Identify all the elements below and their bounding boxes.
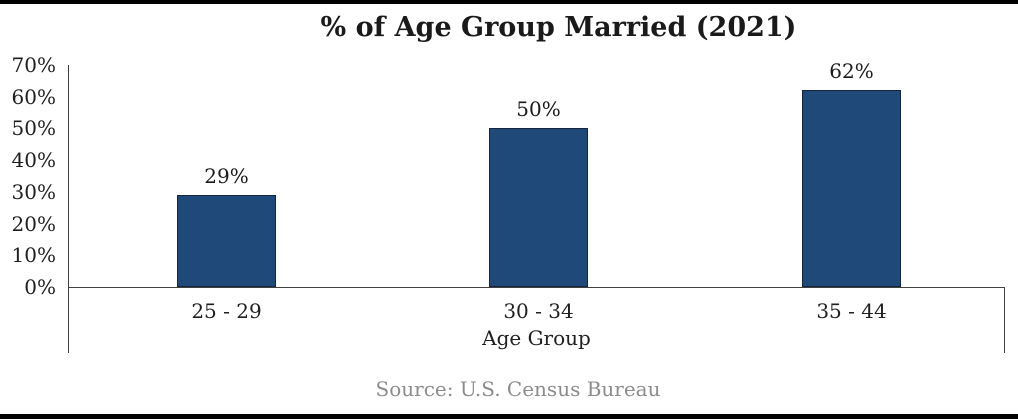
- y-tick-label: 10%: [11, 243, 56, 268]
- x-tick-label: 25 - 29: [191, 299, 262, 323]
- source-caption: Source: U.S. Census Bureau: [375, 377, 661, 401]
- bar: [177, 195, 276, 287]
- bar-value-label: 50%: [516, 97, 561, 122]
- x-tick-label: 35 - 44: [816, 299, 887, 323]
- chart-title: % of Age Group Married (2021): [320, 12, 797, 43]
- y-tick-label: 70%: [11, 53, 56, 77]
- y-tick-label: 30%: [11, 179, 56, 204]
- y-tick-label: 50%: [11, 116, 56, 141]
- x-tick-label: 30 - 34: [503, 299, 574, 323]
- x-axis-title: Age Group: [482, 326, 591, 350]
- y-tick-label: 60%: [11, 84, 56, 109]
- y-tick-label: 40%: [11, 148, 56, 173]
- bottom-rule: [0, 414, 1018, 419]
- bar-value-label: 29%: [204, 164, 249, 189]
- y-tick-label: 20%: [11, 211, 56, 236]
- bar: [802, 90, 901, 287]
- top-rule: [0, 0, 1018, 4]
- plot-area: 29% 50% 62%: [68, 59, 1006, 287]
- bar: [489, 128, 588, 287]
- bar-value-label: 62%: [829, 59, 874, 84]
- y-tick-label: 0%: [24, 275, 56, 299]
- x-axis-area: Age Group 25 - 29 30 - 34 35 - 44: [68, 287, 1005, 353]
